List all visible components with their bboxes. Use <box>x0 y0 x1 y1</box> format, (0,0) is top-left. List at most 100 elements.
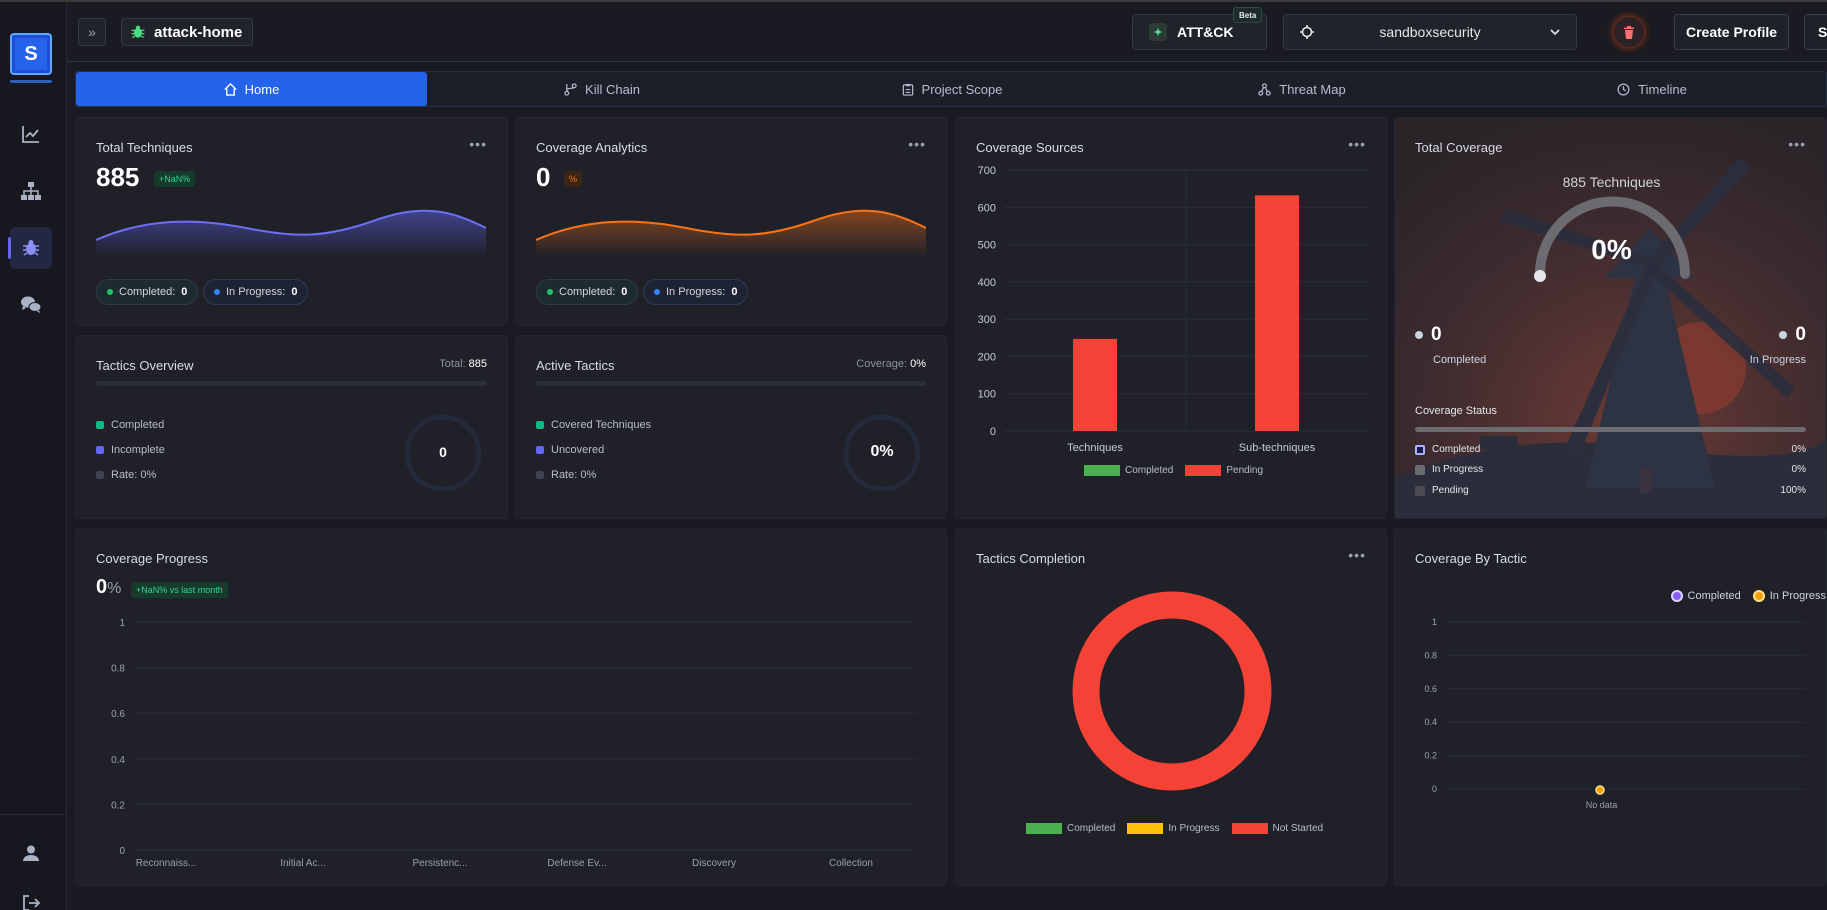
coverage-status-title: Coverage Status <box>1415 405 1497 417</box>
pill-label: Completed: <box>119 286 176 298</box>
tab-label: Project Scope <box>921 81 1003 97</box>
legend-completed: Completed <box>1084 465 1173 476</box>
pill-value: 0 <box>621 286 628 298</box>
legend-swatch <box>1752 590 1765 602</box>
sidebar-item-attack[interactable] <box>8 227 52 269</box>
breadcrumb-label: attack-home <box>154 23 243 41</box>
more-options-icon[interactable]: ••• <box>1348 547 1366 563</box>
sidebar-item-hierarchy[interactable] <box>10 170 52 212</box>
stat-value: 0 <box>1431 324 1442 345</box>
more-options-icon[interactable]: ••• <box>1788 136 1806 152</box>
y-tick-label: 0.6 <box>1424 684 1437 694</box>
attck-button[interactable]: ✦ ATT&CK <box>1132 14 1267 50</box>
legend-label: Rate: 0% <box>551 469 597 481</box>
y-tick-label: 500 <box>978 240 996 252</box>
y-tick-label: 0.8 <box>1424 650 1437 660</box>
attck-label: ATT&CK <box>1177 24 1234 40</box>
sidebar-divider <box>0 814 67 815</box>
coverage-by-tactic-chart: 0 0.2 0.4 0.6 0.8 1 <box>1424 617 1805 795</box>
in-progress-stat-label: In Progress <box>1749 354 1806 366</box>
progress-track <box>96 381 487 386</box>
y-tick-label: 0.4 <box>1424 717 1437 727</box>
status-value: 100% <box>1780 485 1806 496</box>
sidebar-item-analytics[interactable] <box>10 113 52 155</box>
status-label: Completed <box>1432 444 1481 455</box>
legend-completed: Completed <box>1670 590 1741 602</box>
git-branch-icon <box>564 82 577 96</box>
delete-profile-button[interactable] <box>1614 17 1644 47</box>
coverage-percent: 0% <box>1591 234 1632 265</box>
data-point <box>1595 785 1605 795</box>
beta-badge: Beta <box>1233 7 1263 23</box>
pill-label: In Progress: <box>226 286 286 298</box>
card-title: Coverage Analytics <box>536 140 648 155</box>
coverage-meta: Coverage: 0% <box>856 358 926 370</box>
more-options-icon[interactable]: ••• <box>469 136 487 152</box>
sign-out-icon <box>23 895 40 910</box>
tab-threat-map[interactable]: Threat Map <box>1127 72 1477 106</box>
legend-label: Incomplete <box>111 444 165 456</box>
user-icon <box>23 845 39 861</box>
tab-timeline[interactable]: Timeline <box>1477 72 1827 106</box>
y-tick-label: 0 <box>990 426 996 438</box>
status-swatch <box>1415 444 1425 455</box>
in-progress-stat: 0 <box>1779 324 1806 346</box>
sidebar-item-logout[interactable] <box>10 882 52 910</box>
pill-value: 0 <box>731 286 738 298</box>
profile-select[interactable]: sandboxsecurity <box>1283 14 1577 50</box>
status-label: Pending <box>1432 485 1469 496</box>
create-profile-button[interactable]: Create Profile <box>1674 14 1789 50</box>
legend-swatch <box>1084 465 1120 476</box>
expand-sidebar-button[interactable]: » <box>78 18 106 46</box>
x-tick-label: Techniques <box>1067 442 1123 454</box>
sidebar-item-user[interactable] <box>10 832 52 874</box>
status-value: 0% <box>1791 444 1806 455</box>
sparkline <box>536 209 926 258</box>
s-button[interactable]: S <box>1804 14 1827 50</box>
chart-legend: Completed Pending <box>1084 465 1263 476</box>
status-value: 0% <box>1791 464 1806 475</box>
tactics-ring <box>404 414 482 492</box>
more-options-icon[interactable]: ••• <box>908 136 926 152</box>
y-tick-label: 400 <box>978 277 996 289</box>
bug-icon <box>131 25 145 39</box>
more-options-icon[interactable]: ••• <box>1348 136 1366 152</box>
chart-legend: Completed In Progress <box>1670 590 1826 602</box>
legend-swatch <box>536 446 544 454</box>
pill-label: In Progress: <box>666 286 726 298</box>
y-tick-label: 0.2 <box>111 800 125 811</box>
meta-label: Coverage: <box>856 358 908 370</box>
in-progress-pill: In Progress: 0 <box>643 279 749 305</box>
logo-letter: S <box>24 42 38 65</box>
wand-icon: ✦ <box>1149 23 1167 41</box>
tab-home[interactable]: Home <box>76 72 427 106</box>
crosshair-icon <box>1300 25 1314 39</box>
legend-swatch <box>96 471 104 479</box>
sidebar-item-chat[interactable] <box>10 284 52 326</box>
legend-label: Completed <box>1125 465 1174 476</box>
value-unit: % <box>107 580 122 597</box>
coverage-by-tactic-card: Coverage By Tactic Completed In Progress… <box>1394 528 1827 886</box>
tab-label: Threat Map <box>1279 81 1346 97</box>
tab-kill-chain[interactable]: Kill Chain <box>427 72 777 106</box>
status-label: In Progress <box>1432 464 1484 475</box>
status-row-completed: Completed 0% <box>1415 444 1806 455</box>
comments-icon <box>21 296 42 313</box>
y-tick-label: 0.4 <box>111 755 125 766</box>
total-techniques-card: Total Techniques ••• 885 +NaN% Completed… <box>75 117 508 326</box>
legend-covered: Covered Techniques <box>536 419 651 431</box>
card-title: Tactics Completion <box>976 551 1086 566</box>
x-tick-label: Persistenc... <box>412 858 467 869</box>
app-logo[interactable]: S <box>10 33 52 75</box>
y-tick-label: 0.8 <box>111 664 125 675</box>
tab-project-scope[interactable]: Project Scope <box>777 72 1127 106</box>
total-coverage-card: Total Coverage ••• 885 Techniques 0% 0 C… <box>1394 117 1827 519</box>
tactics-overview-card: Tactics Overview Total: 885 Completed In… <box>75 335 508 519</box>
bar <box>1255 195 1299 431</box>
legend-label: Completed <box>1067 823 1116 834</box>
coverage-analytics-card: Coverage Analytics ••• 0 % Completed: 0 I… <box>515 117 947 326</box>
total-techniques-value: 885 <box>96 162 140 192</box>
value-number: 0 <box>96 576 108 598</box>
legend-completed: Completed <box>1026 823 1115 834</box>
coverage-analytics-value: 0 <box>536 162 551 192</box>
